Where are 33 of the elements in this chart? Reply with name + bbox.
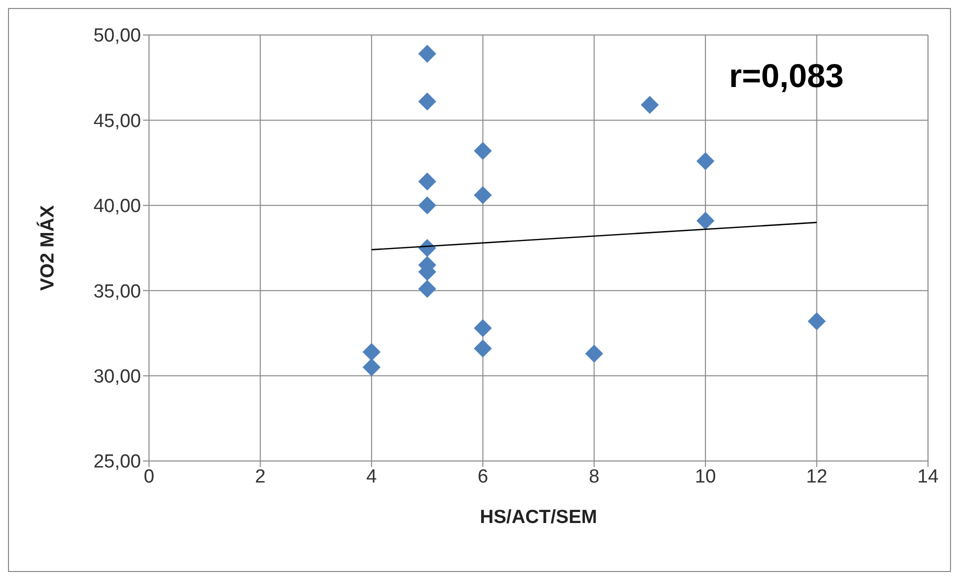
point: [474, 186, 492, 204]
point: [418, 44, 436, 63]
x-tick-label: 8: [588, 466, 600, 488]
y-tick-label: 35,00: [93, 281, 141, 302]
x-tick-label: 12: [806, 466, 828, 488]
point: [362, 342, 381, 361]
x-tick-label: 2: [254, 466, 266, 488]
point: [418, 92, 436, 110]
point: [362, 358, 381, 376]
point: [585, 344, 604, 363]
point: [474, 340, 492, 358]
y-tick-label: 30,00: [93, 366, 141, 388]
point: [640, 96, 659, 114]
y-tick-label: 45,00: [93, 110, 141, 132]
annotation: r=0,083: [729, 57, 844, 95]
y-tick-label: 40,00: [93, 196, 141, 218]
point: [696, 152, 714, 170]
point: [418, 280, 436, 298]
x-tick-label: 14: [917, 466, 939, 488]
point: [696, 212, 714, 230]
x-axis-title: HS/ACT/SEM: [480, 507, 598, 528]
point: [474, 142, 492, 160]
x-tick-label: 6: [478, 466, 488, 488]
y-tick-label: 25,00: [93, 452, 141, 473]
x-tick-label: 10: [694, 466, 716, 488]
point: [808, 312, 826, 330]
y-tick-label: 50,00: [93, 26, 141, 47]
x-tick-label: 0: [144, 466, 154, 488]
point: [418, 172, 436, 191]
y-axis-title: VO2 MÁX: [36, 204, 59, 291]
point: [474, 319, 492, 338]
x-tick-label: 4: [366, 466, 378, 488]
point: [418, 196, 436, 214]
